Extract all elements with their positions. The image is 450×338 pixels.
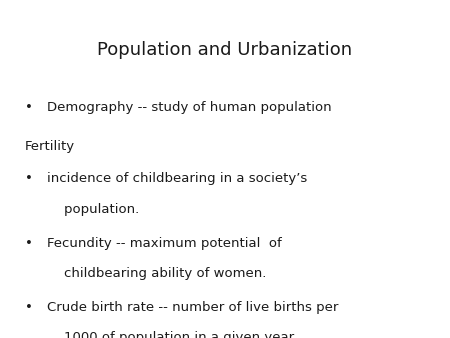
Text: Demography -- study of human population: Demography -- study of human population: [47, 101, 332, 114]
Text: •: •: [25, 172, 32, 185]
Text: Population and Urbanization: Population and Urbanization: [98, 41, 352, 58]
Text: population.: population.: [47, 203, 140, 216]
Text: •: •: [25, 101, 32, 114]
Text: childbearing ability of women.: childbearing ability of women.: [47, 267, 266, 280]
Text: incidence of childbearing in a society’s: incidence of childbearing in a society’s: [47, 172, 307, 185]
Text: Fertility: Fertility: [25, 140, 75, 153]
Text: Fecundity -- maximum potential  of: Fecundity -- maximum potential of: [47, 237, 282, 249]
Text: •: •: [25, 237, 32, 249]
Text: •: •: [25, 301, 32, 314]
Text: Crude birth rate -- number of live births per: Crude birth rate -- number of live birth…: [47, 301, 338, 314]
Text: 1000 of population in a given year.: 1000 of population in a given year.: [47, 331, 297, 338]
